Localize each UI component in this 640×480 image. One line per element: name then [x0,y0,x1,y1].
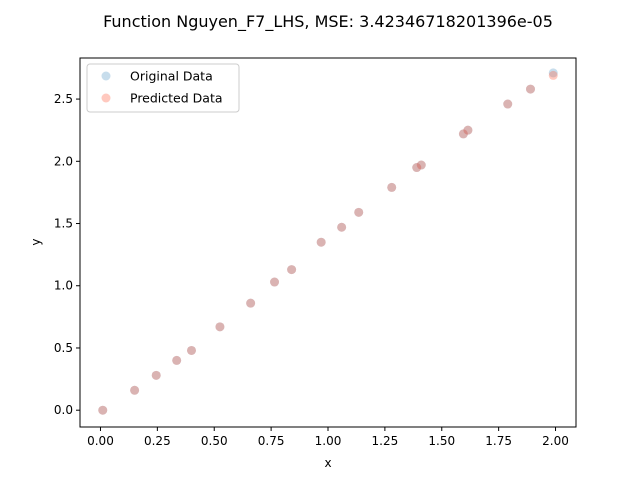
data-point [458,129,468,139]
y-tick-label: 1.0 [54,279,73,293]
data-point [215,322,225,332]
data-point [172,355,182,365]
x-tick-label: 1.25 [372,434,399,448]
legend-box [86,63,240,113]
data-point [270,277,280,287]
data-point [526,84,535,94]
data-point [316,237,326,247]
data-point [186,345,196,355]
series-predicted-data [98,70,558,415]
data-point [151,370,161,380]
x-tick-label: 0.00 [87,434,114,448]
data-point [354,207,364,217]
data-point [186,345,196,355]
legend-marker [101,93,111,103]
x-axis-label: x [324,456,331,470]
chart-title: Function Nguyen_F7_LHS, MSE: 3.423467182… [103,12,553,32]
data-point [130,385,140,395]
data-point [215,322,225,332]
x-tick-label: 0.75 [258,434,285,448]
y-tick-label: 1.5 [54,217,73,231]
x-tick-label: 0.50 [201,434,228,448]
y-tick-label: 2.5 [54,92,73,106]
data-point [416,160,426,170]
data-point [412,163,422,173]
data-point [151,370,161,380]
y-tick-label: 0.5 [54,341,73,355]
data-point [316,237,326,247]
data-point [458,129,468,139]
data-point [387,182,397,192]
data-point [172,355,182,365]
plot-area [98,68,558,415]
data-point [463,125,473,135]
data-point [503,99,513,109]
data-point [412,163,422,173]
series-original-data [98,68,558,415]
x-tick-label: 2.00 [542,434,569,448]
data-point [337,222,347,232]
data-point [287,265,297,275]
x-tick-label: 1.00 [315,434,342,448]
y-axis-label: y [29,238,43,245]
data-point [548,70,558,80]
data-point [98,405,108,415]
data-point [463,125,473,135]
data-point [354,207,364,217]
data-point [98,405,108,415]
data-point [548,68,558,78]
legend-label: Original Data [130,69,213,84]
x-tick-label: 1.50 [428,434,455,448]
data-point [526,84,535,94]
x-tick-label: 1.75 [485,434,512,448]
data-point [130,385,140,395]
x-tick-label: 0.25 [144,434,171,448]
data-point [416,160,426,170]
legend-label: Predicted Data [130,91,223,106]
legend-marker [101,71,111,81]
legend: Original Data Predicted Data [86,63,240,113]
y-tick-label: 0.0 [54,403,73,417]
data-point [503,99,513,109]
data-point [287,265,297,275]
data-point [270,277,280,287]
data-point [337,222,347,232]
data-point [246,298,256,308]
y-axis-ticks: 0.0 0.5 1.0 1.5 2.0 2.5 [54,92,80,417]
x-axis-ticks: 0.00 0.25 0.50 0.75 1.00 1.25 1.50 1.75 2.00 [87,427,569,448]
data-point [246,298,256,308]
y-tick-label: 2.0 [54,154,73,168]
data-point [387,182,397,192]
